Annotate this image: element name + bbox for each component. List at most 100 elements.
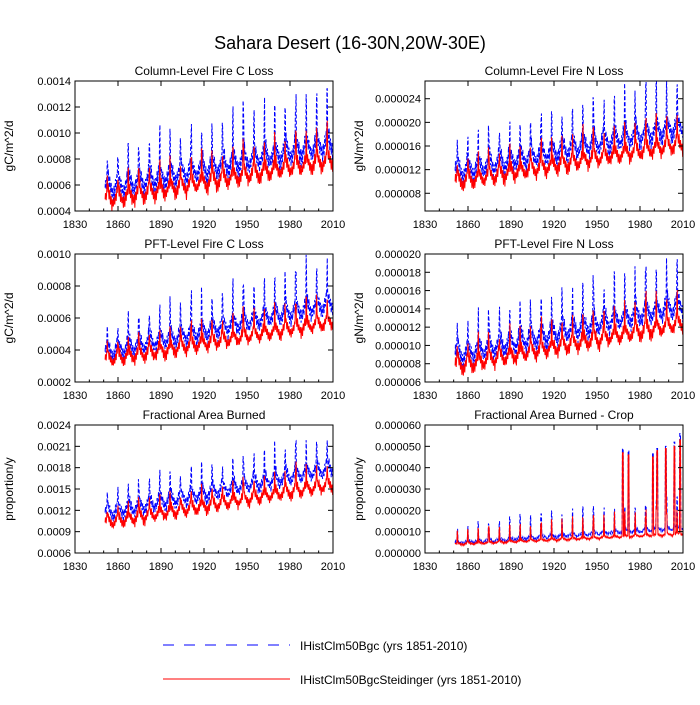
- x-tick-label: 1890: [499, 219, 523, 231]
- y-tick-label: 0.0012: [37, 102, 71, 114]
- panel-title: Fractional Area Burned: [143, 408, 266, 422]
- y-tick-label: 0.000014: [375, 304, 421, 316]
- x-tick-label: 2010: [321, 219, 345, 231]
- series-line-1: [454, 433, 683, 546]
- panel-5: 1830 1860 1890 1920 1950 1980 2010 0.0006 0.0009…: [2, 408, 345, 573]
- y-tick-label: 0.0008: [37, 281, 71, 293]
- y-axis-label: gC/m^2/d: [2, 293, 16, 344]
- panel-title: Column-Level Fire C Loss: [135, 64, 274, 78]
- x-tick-label: 1980: [628, 390, 652, 402]
- series-line-2: [454, 112, 683, 192]
- x-tick-label: 1950: [235, 390, 259, 402]
- legend-label-2: IHistClm50BgcSteidinger (yrs 1851-2010): [300, 673, 521, 687]
- x-tick-label: 1920: [192, 390, 216, 402]
- x-tick-label: 1980: [628, 219, 652, 231]
- x-tick-label: 1920: [542, 561, 566, 573]
- x-tick-label: 1860: [456, 561, 480, 573]
- series-line-2: [104, 294, 333, 367]
- y-tick-label: 0.000020: [375, 505, 421, 517]
- x-tick-label: 2010: [671, 219, 695, 231]
- series-line-2: [104, 120, 333, 211]
- x-tick-label: 1920: [192, 219, 216, 231]
- x-tick-label: 2010: [671, 561, 695, 573]
- series-line-1: [104, 439, 333, 523]
- x-tick-label: 1980: [278, 561, 302, 573]
- x-tick-label: 1950: [235, 561, 259, 573]
- x-tick-label: 1890: [149, 390, 173, 402]
- y-axis-label: gN/m^2/d: [352, 293, 366, 344]
- series-line-2: [454, 439, 683, 548]
- y-tick-label: 0.000050: [375, 441, 421, 453]
- series-line-1: [454, 258, 683, 372]
- y-tick-label: 0.000010: [375, 527, 421, 539]
- x-tick-label: 1980: [278, 390, 302, 402]
- y-tick-label: 0.0010: [37, 249, 71, 261]
- x-tick-label: 1860: [106, 390, 130, 402]
- legend-label-1: IHistClm50Bgc (yrs 1851-2010): [300, 639, 467, 653]
- y-tick-label: 0.000024: [375, 94, 421, 106]
- x-tick-label: 1890: [499, 561, 523, 573]
- panels: 1830 1860 1890 1920 1950 1980 2010 0.0004 0.0006…: [2, 64, 695, 573]
- x-tick-label: 1860: [456, 219, 480, 231]
- series-line-2: [104, 461, 333, 530]
- y-tick-label: 0.000012: [375, 165, 421, 177]
- legend: IHistClm50Bgc (yrs 1851-2010) IHistClm50…: [163, 639, 521, 687]
- x-tick-label: 2010: [321, 390, 345, 402]
- series-line-2: [454, 290, 683, 376]
- x-tick-label: 1830: [413, 390, 437, 402]
- x-tick-label: 1890: [499, 390, 523, 402]
- y-tick-label: 0.000016: [375, 141, 421, 153]
- y-tick-label: 0.000006: [375, 377, 421, 389]
- x-tick-label: 1950: [585, 390, 609, 402]
- y-tick-label: 0.0002: [37, 377, 71, 389]
- y-tick-label: 0.0008: [37, 154, 71, 166]
- y-tick-label: 0.0004: [37, 206, 71, 218]
- y-tick-label: 0.000040: [375, 463, 421, 475]
- x-tick-label: 1830: [63, 561, 87, 573]
- y-tick-label: 0.0014: [37, 76, 71, 88]
- panel-4: 1830 1860 1890 1920 1950 1980 2010 0.000006 0.00…: [352, 237, 695, 402]
- y-tick-label: 0.000020: [375, 249, 421, 261]
- y-tick-label: 0.0015: [37, 484, 71, 496]
- x-tick-label: 1830: [63, 390, 87, 402]
- x-tick-label: 2010: [671, 390, 695, 402]
- panel-6: 1830 1860 1890 1920 1950 1980 2010 0.000000 0.00…: [352, 408, 695, 573]
- series-line-1: [104, 88, 333, 204]
- x-tick-label: 1920: [542, 390, 566, 402]
- x-tick-label: 1860: [456, 390, 480, 402]
- y-tick-label: 0.000060: [375, 420, 421, 432]
- y-tick-label: 0.0018: [37, 463, 71, 475]
- x-tick-label: 1950: [235, 219, 259, 231]
- x-tick-label: 1980: [628, 561, 652, 573]
- y-tick-label: 0.0010: [37, 128, 71, 140]
- panel-title: Fractional Area Burned - Crop: [474, 408, 634, 422]
- x-tick-label: 1950: [585, 219, 609, 231]
- y-tick-label: 0.000030: [375, 484, 421, 496]
- y-tick-label: 0.0006: [37, 548, 71, 560]
- y-axis-label: gN/m^2/d: [352, 121, 366, 172]
- y-tick-label: 0.000020: [375, 117, 421, 129]
- x-tick-label: 2010: [321, 561, 345, 573]
- x-tick-label: 1920: [192, 561, 216, 573]
- x-tick-label: 1830: [413, 219, 437, 231]
- panel-1: 1830 1860 1890 1920 1950 1980 2010 0.0004 0.0006…: [2, 64, 345, 231]
- series-line-1: [454, 81, 683, 188]
- y-tick-label: 0.0021: [37, 441, 71, 453]
- y-tick-label: 0.000016: [375, 286, 421, 298]
- panel-title: PFT-Level Fire C Loss: [144, 237, 263, 251]
- y-tick-label: 0.000010: [375, 340, 421, 352]
- y-axis-label: proportion/y: [352, 457, 366, 520]
- panel-2: 1830 1860 1890 1920 1950 1980 2010 0.000008 0.00…: [352, 64, 695, 231]
- panel-title: PFT-Level Fire N Loss: [494, 237, 613, 251]
- panel-title: Column-Level Fire N Loss: [485, 64, 624, 78]
- y-axis-label: proportion/y: [2, 457, 16, 520]
- x-tick-label: 1860: [106, 219, 130, 231]
- y-tick-label: 0.000008: [375, 188, 421, 200]
- y-tick-label: 0.0012: [37, 505, 71, 517]
- y-tick-label: 0.0004: [37, 345, 71, 357]
- y-tick-label: 0.000012: [375, 322, 421, 334]
- x-tick-label: 1920: [542, 219, 566, 231]
- y-tick-label: 0.0006: [37, 180, 71, 192]
